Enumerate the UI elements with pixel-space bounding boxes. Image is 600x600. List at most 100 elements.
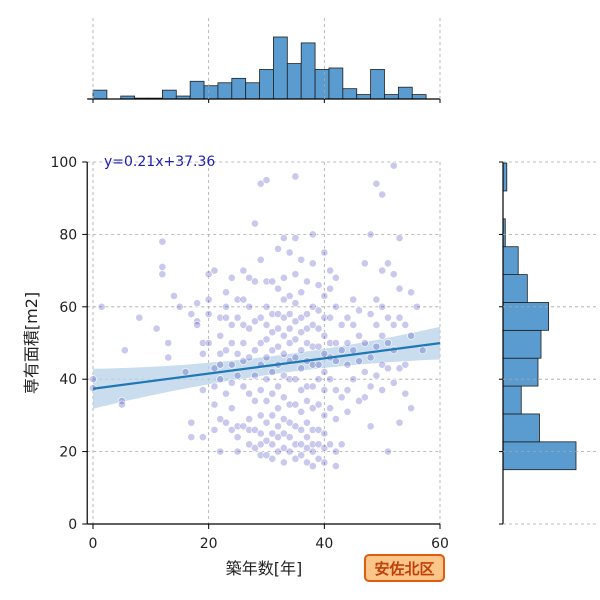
data-point — [337, 440, 346, 449]
data-point — [216, 415, 225, 423]
y-hist-bar — [502, 246, 519, 275]
data-point — [303, 382, 311, 391]
x-hist-bar — [356, 94, 372, 100]
y-hist-bar — [502, 274, 528, 303]
data-point — [204, 295, 213, 304]
data-point — [279, 458, 288, 467]
x-hist-bar — [273, 36, 288, 100]
data-point — [285, 292, 294, 300]
x-tick-label: 40 — [315, 536, 333, 552]
x-hist-bar — [411, 94, 427, 100]
data-point — [274, 342, 282, 351]
data-point — [331, 339, 340, 347]
data-point — [164, 339, 173, 347]
data-point — [314, 306, 323, 315]
data-point — [331, 447, 340, 456]
data-point — [291, 299, 300, 308]
regression-confidence-band — [93, 326, 440, 409]
y-hist-bar — [502, 385, 522, 415]
data-point — [262, 375, 271, 384]
data-point — [320, 458, 329, 467]
data-point — [251, 317, 259, 326]
data-point — [274, 447, 282, 456]
data-point — [268, 411, 277, 420]
data-point — [395, 418, 404, 427]
data-point — [239, 295, 248, 304]
data-point — [233, 313, 242, 322]
data-point — [279, 313, 288, 322]
x-hist-bar — [203, 85, 219, 100]
data-point — [268, 368, 277, 376]
data-point — [210, 382, 219, 391]
data-point — [360, 393, 369, 402]
data-point — [303, 310, 311, 318]
data-point — [285, 447, 294, 456]
data-point — [291, 234, 300, 242]
data-point — [343, 313, 352, 322]
x-hist-bar — [384, 94, 399, 100]
data-point — [239, 320, 248, 329]
data-point — [239, 382, 248, 391]
data-point — [291, 400, 300, 409]
data-point — [262, 418, 271, 427]
data-point — [216, 375, 225, 384]
data-point — [326, 339, 335, 347]
data-point — [268, 389, 277, 398]
data-point — [274, 422, 282, 431]
data-point — [158, 270, 167, 279]
data-point — [251, 371, 259, 380]
area-badge-text: 安佐北区 — [374, 560, 434, 578]
data-point — [360, 368, 369, 376]
data-point — [210, 425, 219, 434]
data-point — [320, 292, 329, 300]
data-point — [349, 346, 358, 355]
data-point — [279, 371, 288, 380]
data-point — [274, 284, 282, 293]
data-point — [343, 339, 352, 347]
data-point — [355, 397, 363, 405]
data-point — [222, 302, 230, 311]
data-point — [401, 360, 410, 369]
data-point — [279, 349, 288, 358]
data-point — [303, 433, 311, 442]
data-point — [291, 422, 300, 431]
x-hist-bar — [231, 77, 247, 100]
data-point — [366, 310, 375, 318]
data-point — [262, 320, 271, 329]
data-point — [326, 313, 335, 322]
y-marginal-histogram — [499, 161, 577, 525]
data-point — [291, 335, 300, 344]
data-point — [355, 331, 363, 340]
data-point — [331, 357, 340, 365]
data-point — [331, 386, 340, 394]
data-point — [245, 273, 254, 282]
data-point — [372, 371, 381, 380]
data-point — [326, 440, 335, 449]
data-point — [314, 342, 323, 351]
data-point — [308, 382, 317, 391]
data-point — [251, 219, 259, 228]
data-point — [378, 331, 387, 340]
area-badge-box — [364, 554, 445, 582]
data-point — [297, 407, 306, 416]
data-point — [372, 295, 381, 304]
data-point — [320, 313, 329, 322]
data-point — [320, 368, 329, 376]
data-point — [262, 277, 271, 286]
data-point — [233, 447, 242, 456]
data-point — [331, 273, 340, 282]
data-point — [314, 425, 323, 434]
data-point — [343, 407, 352, 416]
data-point — [89, 375, 97, 384]
data-point — [303, 397, 311, 405]
data-point — [285, 310, 294, 318]
x-hist-bar — [397, 86, 413, 100]
data-point — [378, 386, 387, 394]
data-point — [245, 425, 254, 434]
data-point — [401, 389, 410, 398]
data-point — [297, 328, 306, 337]
data-point — [262, 397, 271, 405]
data-point — [349, 320, 358, 329]
data-point — [291, 454, 300, 463]
y-hist-bar — [502, 357, 539, 387]
